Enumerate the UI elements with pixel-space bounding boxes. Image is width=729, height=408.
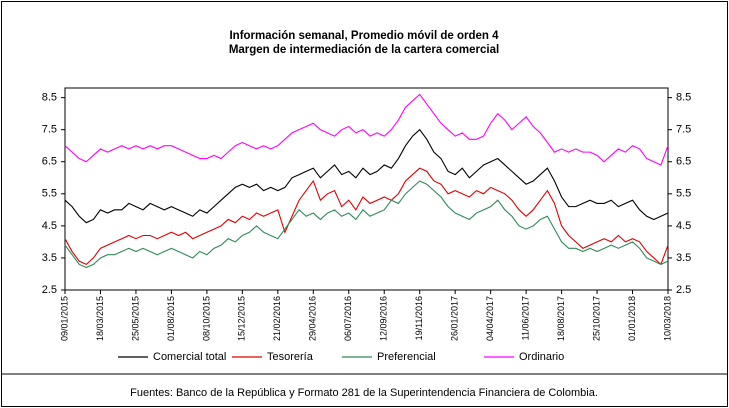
x-tick-label: 11/06/2017	[520, 296, 530, 340]
x-tick-label: 15/12/2015	[237, 296, 247, 341]
y-tick-label: 7.5	[42, 124, 57, 136]
note: Fuentes: Banco de la República y Formato…	[130, 387, 598, 399]
x-tick-label: 08/10/2015	[201, 296, 211, 341]
chart-subtitle: Margen de intermediación de la cartera c…	[229, 44, 499, 56]
y2-tick-label: 4.5	[676, 220, 691, 232]
y2-tick-label: 3.5	[676, 252, 691, 264]
x-tick-label: 25/05/2015	[130, 296, 140, 341]
x-tick-label: 10/03/2018	[662, 296, 672, 341]
x-tick-label: 18/03/2015	[95, 296, 105, 341]
chart-title: Información semanal, Promedio móvil de o…	[229, 30, 499, 42]
y-tick-label: 5.5	[42, 188, 57, 200]
series-line	[64, 93, 669, 166]
x-tick-label: 29/04/2016	[308, 296, 318, 341]
y2-tick-label: 7.5	[676, 124, 691, 136]
y2-tick-label: 6.5	[676, 156, 691, 168]
series-line	[64, 167, 669, 266]
legend-label: Preferencial	[377, 351, 436, 363]
x-tick-label: 18/08/2017	[556, 296, 566, 341]
y-tick-label: 4.5	[42, 220, 57, 232]
x-tick-label: 01/08/2015	[166, 296, 176, 341]
y2-tick-label: 8.5	[676, 92, 691, 104]
x-tick-label: 12/09/2016	[379, 296, 389, 341]
x-tick-label: 19/11/2016	[414, 296, 424, 340]
x-tick-label: 25/10/2017	[591, 296, 601, 341]
y-tick-label: 6.5	[42, 156, 57, 168]
series-line	[64, 128, 669, 224]
x-tick-label: 06/07/2016	[343, 296, 353, 341]
y-tick-label: 2.5	[42, 284, 57, 296]
series-line	[64, 180, 669, 269]
x-tick-label: 21/02/2016	[272, 296, 282, 341]
x-tick-label: 26/01/2017	[450, 296, 460, 341]
legend-label: Tesorería	[267, 351, 314, 363]
y2-tick-label: 5.5	[676, 188, 691, 200]
y-tick-label: 3.5	[42, 252, 57, 264]
plot-frame	[64, 87, 669, 291]
x-tick-label: 04/04/2017	[485, 296, 495, 341]
x-tick-label: 01/01/2018	[627, 296, 637, 341]
x-tick-label: 09/01/2015	[59, 296, 69, 341]
legend-label: Comercial total	[153, 351, 226, 363]
y2-tick-label: 2.5	[676, 284, 691, 296]
y-tick-label: 8.5	[42, 92, 57, 104]
legend-label: Ordinario	[519, 351, 564, 363]
